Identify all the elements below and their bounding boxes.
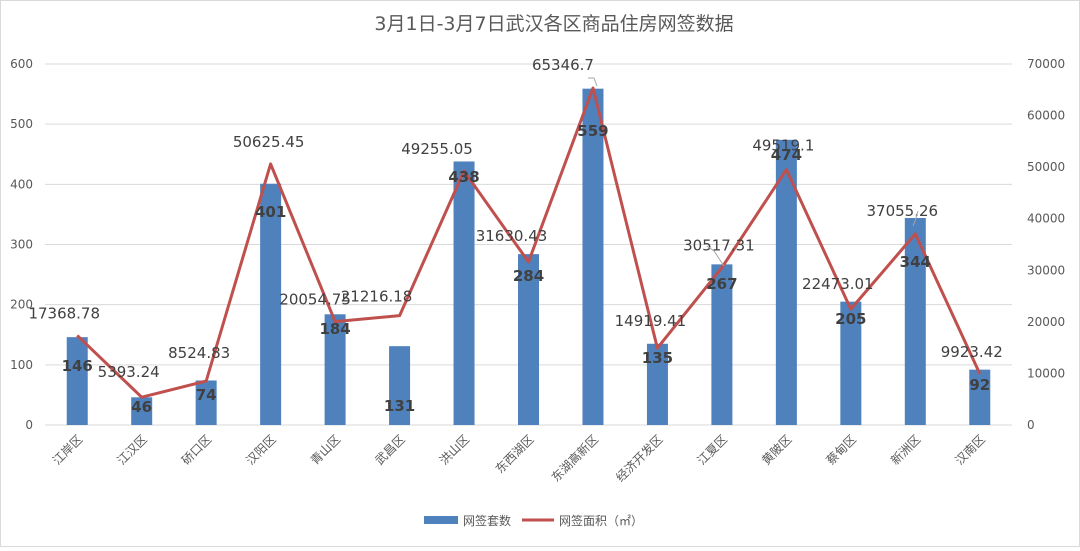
left-axis-tick-label: 400 <box>10 177 33 191</box>
left-axis-ticks: 0 100 200 300 400 500 600 <box>10 57 33 432</box>
bar-data-label: 184 <box>319 320 350 338</box>
bar-data-label: 131 <box>384 397 415 415</box>
right-axis-tick-label: 60000 <box>1027 109 1065 123</box>
left-axis-tick-label: 300 <box>10 238 33 252</box>
bar-data-label: 267 <box>706 275 737 293</box>
bar-data-label: 284 <box>513 267 544 285</box>
bar <box>260 183 282 425</box>
line-data-label: 17368.78 <box>28 304 100 322</box>
bar <box>66 337 88 425</box>
right-axis-tick-label: 40000 <box>1027 212 1065 226</box>
bar <box>195 380 217 425</box>
line-data-label: 30517.31 <box>683 237 755 255</box>
bar <box>904 218 926 425</box>
bar-data-label: 438 <box>448 168 479 186</box>
bar-data-label: 92 <box>969 376 990 394</box>
label-leader-line <box>912 210 919 227</box>
legend-swatch-bar <box>424 516 458 524</box>
bar-data-label: 401 <box>255 203 286 221</box>
line-data-label: 21216.18 <box>341 288 413 306</box>
right-axis-ticks: 0 10000 20000 30000 40000 50000 60000 70000 <box>1027 57 1065 432</box>
bar <box>840 301 862 425</box>
legend: 网签套数 网签面积（㎡） <box>424 513 643 528</box>
line-series <box>76 86 982 399</box>
line-data-label: 49255.05 <box>401 140 473 158</box>
right-axis-tick-label: 10000 <box>1027 366 1065 380</box>
bar <box>969 369 991 425</box>
line-data-label: 9923.42 <box>941 343 1003 361</box>
line-data-label: 8524.83 <box>168 344 230 362</box>
bar <box>775 139 797 425</box>
bar <box>131 397 153 425</box>
legend-label-line: 网签面积（㎡） <box>559 513 643 528</box>
left-axis-tick-label: 200 <box>10 298 33 312</box>
label-leader-line <box>706 245 725 267</box>
left-axis-tick-label: 600 <box>10 57 33 71</box>
bar-data-label: 135 <box>642 349 673 367</box>
bar <box>518 254 539 425</box>
line-data-label: 50625.45 <box>233 133 305 151</box>
bar-data-label: 559 <box>577 122 608 140</box>
legend-label-bar: 网签套数 <box>463 513 511 528</box>
bar-data-label: 205 <box>835 310 866 328</box>
right-axis-tick-label: 0 <box>1027 418 1035 432</box>
right-axis-tick-label: 50000 <box>1027 160 1065 174</box>
bar <box>453 161 475 425</box>
label-leader-line <box>588 77 598 87</box>
bar <box>324 314 346 425</box>
data-labels: 17368.78 5393.24 8524.83 50625.45 20054.7521… <box>28 56 1002 416</box>
right-axis-tick-label: 70000 <box>1027 57 1065 71</box>
area-line <box>76 86 982 399</box>
left-axis-tick-label: 100 <box>10 358 33 372</box>
line-data-label: 49519.1 <box>752 137 814 155</box>
bar <box>582 88 604 425</box>
bar <box>646 343 668 425</box>
line-data-label: 14919.41 <box>615 312 687 330</box>
bar <box>389 346 411 425</box>
line-data-label: 5393.24 <box>98 363 160 381</box>
bar-data-label: 474 <box>771 146 802 164</box>
line-data-label: 22473.01 <box>802 275 874 293</box>
right-axis-tick-label: 20000 <box>1027 315 1065 329</box>
bar-data-label: 146 <box>62 357 93 375</box>
left-axis-tick-label: 500 <box>10 117 33 131</box>
bar-data-label: 74 <box>196 386 217 404</box>
bar <box>711 264 733 425</box>
line-data-label: 31630.43 <box>476 227 548 245</box>
right-axis-tick-label: 30000 <box>1027 263 1065 277</box>
bar-series <box>66 88 991 425</box>
bar-data-label: 46 <box>131 398 152 416</box>
line-data-label: 37055.26 <box>867 202 939 220</box>
bar-data-label: 344 <box>900 253 931 271</box>
chart-title: 3月1日-3月7日武汉各区商品住房网签数据 <box>374 13 733 35</box>
line-data-label: 20054.75 <box>279 291 351 309</box>
line-data-label: 65346.7 <box>532 56 594 74</box>
left-axis-tick-label: 0 <box>25 418 33 432</box>
